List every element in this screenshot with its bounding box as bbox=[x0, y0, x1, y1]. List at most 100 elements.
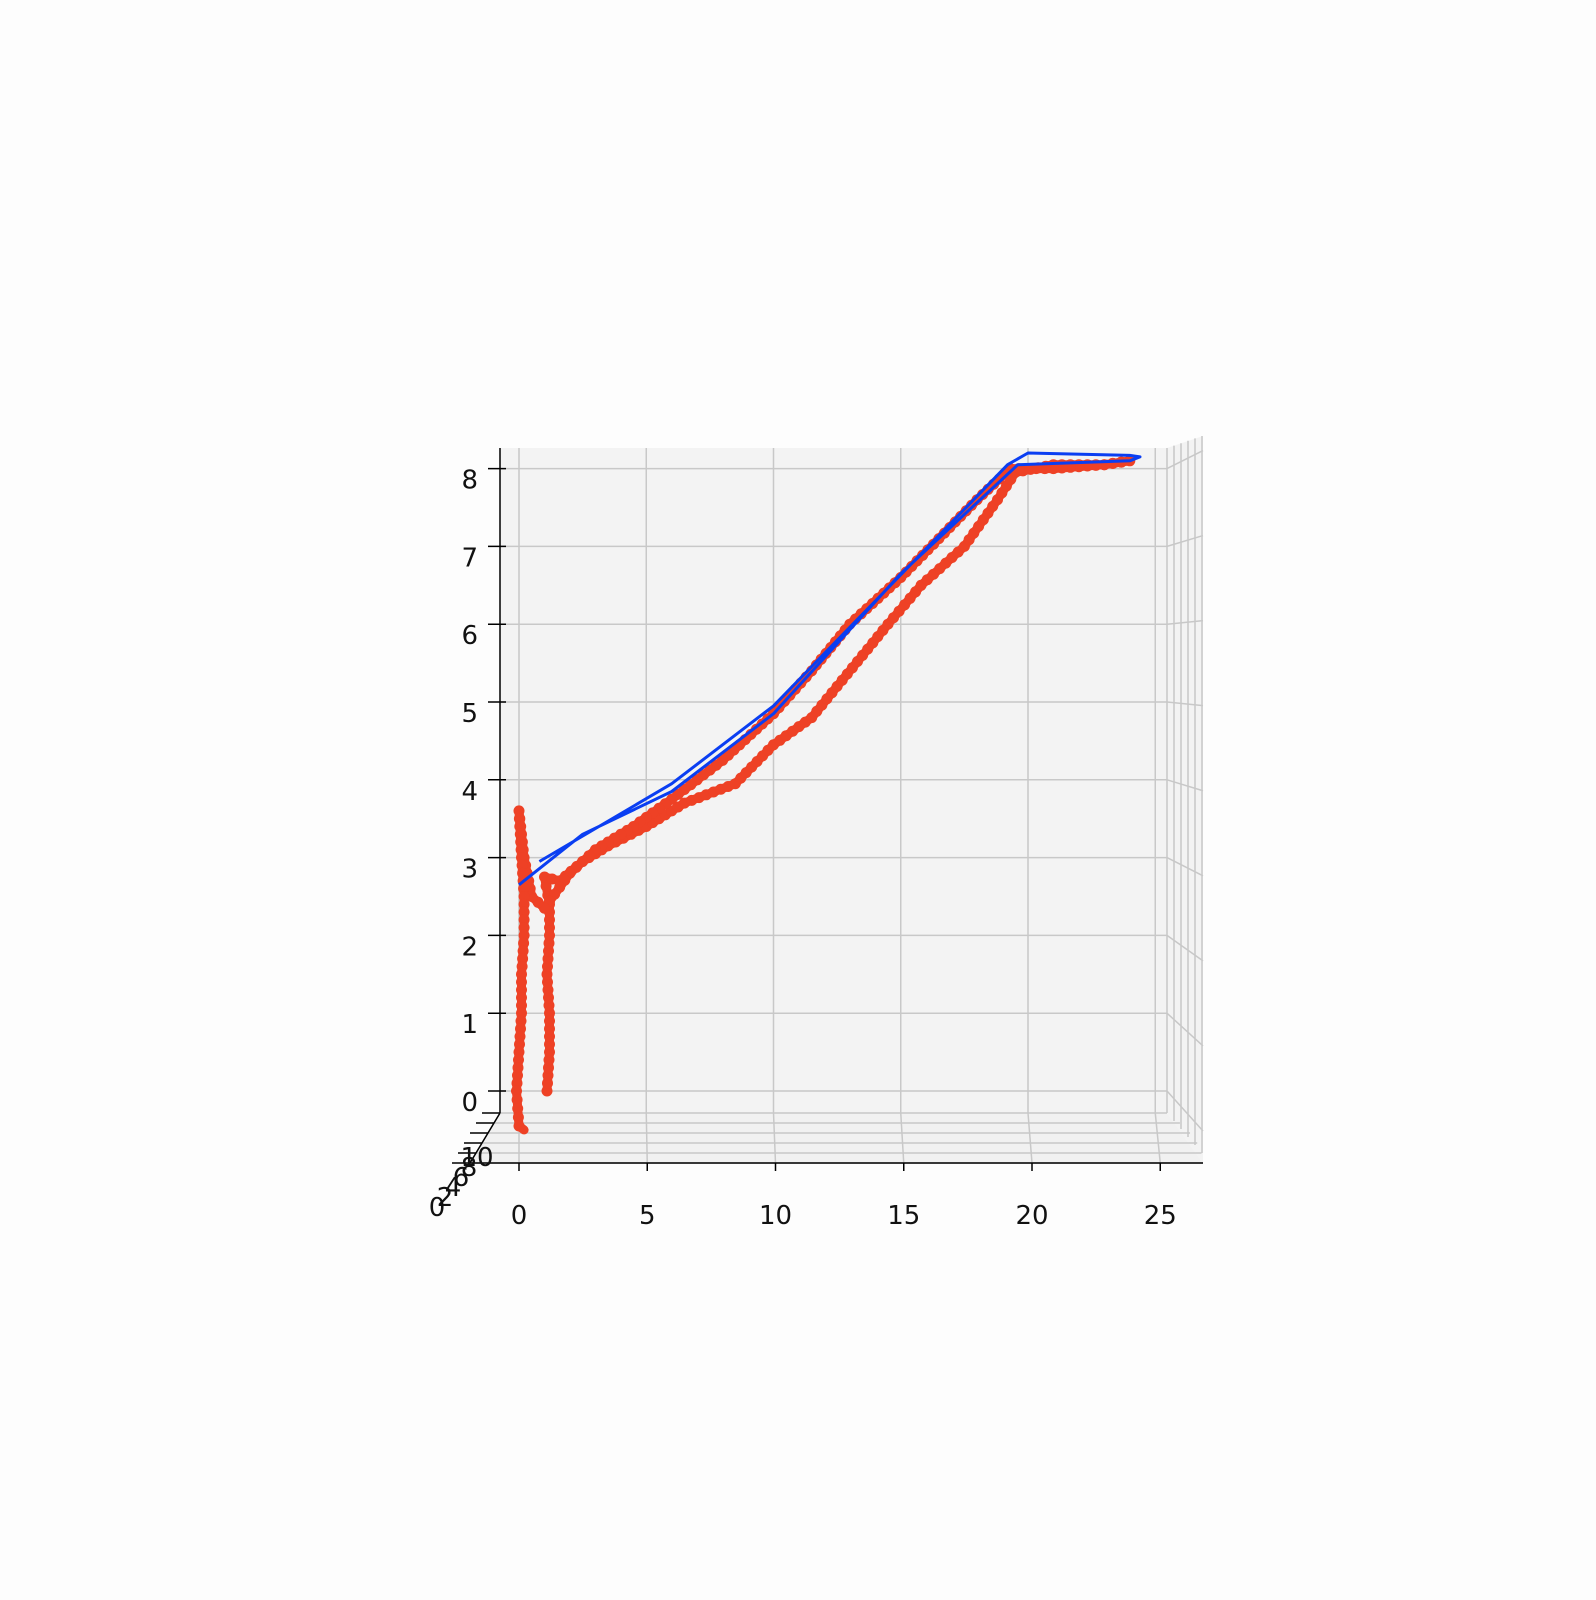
series-measured-point bbox=[513, 813, 525, 825]
series-measured-point bbox=[518, 937, 530, 949]
series-measured-point bbox=[516, 999, 527, 1011]
series-measured-point bbox=[516, 968, 527, 980]
x-floor-gridline bbox=[772, 1112, 777, 1164]
series-measured-point bbox=[518, 906, 530, 918]
series-measured-point bbox=[543, 1054, 555, 1066]
z-tick-label: 7 bbox=[461, 543, 478, 573]
series-measured-point bbox=[1047, 463, 1059, 475]
gridlines bbox=[470, 436, 1204, 1164]
series-measured-point bbox=[543, 1062, 554, 1074]
series-measured-point bbox=[518, 891, 530, 902]
series-measured-point bbox=[544, 1031, 555, 1042]
z-tick-label: 6 bbox=[461, 621, 478, 651]
series-measured-point bbox=[543, 999, 555, 1011]
side-pane bbox=[1167, 436, 1203, 1163]
series-measured-point bbox=[516, 992, 527, 1004]
y-tick-label: 8 bbox=[461, 1153, 478, 1183]
series-measured-point bbox=[518, 883, 530, 895]
x-floor-gridline bbox=[645, 1112, 648, 1164]
series-measured-point bbox=[542, 984, 554, 996]
series-measured-point bbox=[518, 922, 530, 934]
series-measured-point bbox=[512, 1103, 524, 1114]
x-tick-label: 20 bbox=[1015, 1201, 1048, 1231]
z-tick-label: 2 bbox=[461, 932, 478, 962]
series-measured-point bbox=[542, 976, 553, 988]
x-floor-gridline bbox=[900, 1112, 905, 1164]
z-tick-label: 4 bbox=[461, 777, 478, 807]
series-measured-point bbox=[517, 953, 529, 965]
series-measured-point bbox=[516, 1007, 527, 1019]
series-measured-point bbox=[544, 914, 555, 926]
x-tick-label: 0 bbox=[511, 1201, 528, 1231]
series-measured-point bbox=[514, 821, 526, 832]
series-measured-point bbox=[514, 1038, 525, 1050]
series-measured-point bbox=[512, 1111, 524, 1123]
series-measured-point bbox=[513, 805, 525, 817]
y-tick-label: 0 bbox=[429, 1193, 446, 1223]
series-measured-point bbox=[543, 945, 554, 957]
series-measured-point bbox=[516, 984, 527, 996]
z-side-gridline bbox=[1166, 619, 1204, 625]
series-measured-point bbox=[513, 1046, 525, 1058]
x-floor-gridline bbox=[1154, 1112, 1161, 1164]
z-tick-label: 8 bbox=[461, 466, 478, 496]
series-measured-point bbox=[541, 968, 553, 980]
series-measured-point bbox=[514, 1031, 526, 1042]
y-tick-label: 4 bbox=[445, 1173, 462, 1203]
y-tick-label: 2 bbox=[437, 1183, 454, 1213]
series-measured-point bbox=[544, 1046, 555, 1058]
series-measured-point bbox=[516, 859, 528, 871]
series-measured-point bbox=[542, 1077, 553, 1089]
series-measured-point bbox=[1064, 461, 1076, 473]
series-measured-point bbox=[544, 1038, 555, 1050]
series-measured-point bbox=[511, 1085, 522, 1097]
z-tick-label: 1 bbox=[461, 1010, 478, 1040]
z-side-gridline bbox=[1166, 701, 1204, 707]
x-tick-label: 15 bbox=[887, 1201, 920, 1231]
series-measured-point bbox=[511, 1094, 523, 1106]
z-side-gridline bbox=[1166, 449, 1204, 470]
series-measured-point bbox=[544, 1007, 555, 1019]
series-measured-point bbox=[1030, 463, 1042, 475]
series-measured-point bbox=[515, 844, 527, 856]
series-measured-point bbox=[513, 1054, 524, 1066]
y-tick-label: 6 bbox=[453, 1163, 470, 1193]
series-measured-point bbox=[511, 1077, 523, 1089]
series-measured-point bbox=[541, 1085, 553, 1097]
y-axis-line bbox=[469, 1112, 501, 1164]
z-side-gridline bbox=[1166, 1090, 1204, 1132]
series-measured-point bbox=[544, 922, 555, 934]
axes bbox=[452, 448, 1203, 1171]
z-side-gridline bbox=[1166, 779, 1204, 792]
series-reference-line bbox=[518, 451, 1142, 886]
z-side-gridline bbox=[1166, 1012, 1204, 1047]
series-measured-point bbox=[513, 1120, 525, 1132]
floor-pane bbox=[470, 1113, 1203, 1163]
z-tick-label: 5 bbox=[461, 699, 478, 729]
z-side-gridline bbox=[1166, 534, 1204, 548]
y-tick-label: 10 bbox=[460, 1143, 493, 1173]
series-measured-point bbox=[1056, 462, 1068, 474]
series-measured-point bbox=[542, 961, 553, 972]
z-side-gridline bbox=[1166, 856, 1204, 877]
x-tick-label: 25 bbox=[1144, 1201, 1177, 1231]
x-tick-label: 5 bbox=[639, 1201, 656, 1231]
series-measured-point bbox=[518, 914, 530, 926]
series-measured-point bbox=[515, 836, 527, 848]
z-side-gridline bbox=[1166, 934, 1204, 962]
x-tick-label: 10 bbox=[759, 1201, 792, 1231]
z-tick-label: 0 bbox=[461, 1088, 478, 1118]
series-measured-point bbox=[1039, 463, 1051, 475]
x-floor-gridline bbox=[1027, 1112, 1033, 1164]
series-measured-point bbox=[518, 898, 530, 910]
series-measured-point bbox=[512, 1069, 523, 1081]
series-measured-point bbox=[544, 1023, 555, 1035]
z-tick-label: 3 bbox=[461, 855, 478, 885]
data-series bbox=[511, 451, 1142, 1135]
series-measured-point bbox=[544, 1015, 555, 1027]
series-measured-point bbox=[516, 976, 527, 988]
series-measured-point bbox=[518, 929, 530, 941]
series-measured-point bbox=[544, 929, 555, 941]
